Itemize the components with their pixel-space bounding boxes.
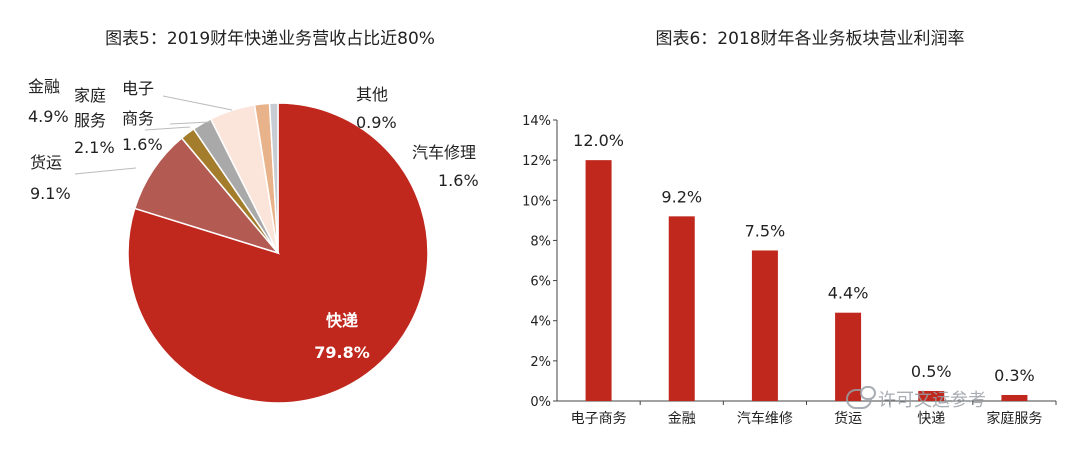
y-tick-label: 2% bbox=[530, 355, 551, 370]
y-tick-label: 10% bbox=[522, 194, 551, 209]
pie-slice-6 bbox=[268, 102, 279, 254]
x-category-label-3: 货运 bbox=[834, 410, 862, 427]
bar-value-label-4: 0.5% bbox=[911, 362, 952, 381]
bar-chart-title: 图表6：2018财年各业务板块营业利润率 bbox=[655, 29, 965, 49]
pie-chart: 快递 79.8% 货运 9.1% 金融 4.9% 家庭 电子 服务 2.1% 商… bbox=[28, 77, 479, 404]
slice-label-jinrong-pct: 4.9% bbox=[28, 107, 69, 126]
slice-label-shangwu-pct: 1.6% bbox=[122, 135, 163, 154]
bar-panel: 图表6：2018财年各业务板块营业利润率 0% 2% 4% 6% 8% 10% 12% 14%… bbox=[522, 0, 1080, 452]
slice-label-fuwu: 服务 bbox=[74, 111, 106, 130]
watermark-text: 许可文运参考 bbox=[878, 390, 986, 411]
wechat-icon bbox=[846, 386, 876, 409]
pie-panel: 图表5：2019财年快递业务营收占比近80% 快递 79.8% 货运 9.1% … bbox=[28, 29, 479, 404]
slice-label-huoyun-name: 货运 bbox=[30, 153, 62, 172]
pie-chart-title: 图表5：2019财年快递业务营收占比近80% bbox=[105, 29, 435, 49]
bar-1 bbox=[668, 216, 695, 401]
bar-value-label-1: 9.2% bbox=[661, 187, 702, 206]
slice-label-shangwu: 商务 bbox=[122, 109, 154, 128]
x-category-label-5: 家庭服务 bbox=[986, 410, 1042, 427]
x-category-label-4: 快递 bbox=[917, 411, 945, 427]
leader-jiating bbox=[162, 95, 233, 111]
slice-label-jiating: 家庭 bbox=[74, 86, 106, 105]
bar-0 bbox=[585, 160, 612, 401]
x-category-label-0: 电子商务 bbox=[571, 411, 627, 427]
bar-chart: 0% 2% 4% 6% 8% 10% 12% 14% 12.0% 电子商务 9.2% 金融 7.5% 汽车… bbox=[522, 114, 1057, 427]
y-tick-label: 8% bbox=[530, 234, 551, 249]
y-tick-label: 12% bbox=[522, 154, 551, 169]
slice-label-jinrong-name: 金融 bbox=[28, 77, 60, 96]
y-tick-label: 14% bbox=[522, 114, 551, 129]
slice-label-fuwu-pct: 2.1% bbox=[74, 138, 115, 157]
bar-value-label-3: 4.4% bbox=[828, 284, 869, 303]
leader-fuwu bbox=[144, 126, 191, 131]
bar-value-label-2: 7.5% bbox=[745, 221, 786, 240]
slice-label-kuaidi-pct: 79.8% bbox=[314, 343, 370, 362]
bar-value-label-0: 12.0% bbox=[573, 131, 624, 150]
bar-value-label-5: 0.3% bbox=[994, 366, 1035, 385]
slice-label-qiche-pct: 1.6% bbox=[438, 171, 479, 190]
y-tick-label: 6% bbox=[530, 275, 551, 290]
slice-label-huoyun-pct: 9.1% bbox=[30, 184, 71, 203]
slice-label-dianzi: 电子 bbox=[122, 79, 154, 98]
leader-shangwu bbox=[169, 121, 211, 125]
y-tick-label: 4% bbox=[530, 315, 551, 330]
x-category-label-2: 汽车维修 bbox=[737, 410, 793, 427]
bar-3 bbox=[835, 312, 862, 401]
slice-label-qiche-name: 汽车修理 bbox=[412, 143, 476, 162]
bar-5 bbox=[1001, 394, 1028, 401]
x-category-label-1: 金融 bbox=[668, 411, 696, 427]
bar-4 bbox=[918, 390, 945, 401]
pie-slice-1 bbox=[133, 136, 281, 255]
slice-label-qita-pct: 0.9% bbox=[356, 113, 397, 132]
y-tick-label: 0% bbox=[530, 395, 551, 410]
slice-label-kuaidi-name: 快递 bbox=[326, 311, 358, 330]
slice-label-qita-name: 其他 bbox=[356, 85, 388, 104]
leader-huoyun bbox=[74, 167, 137, 175]
watermark: 许可文运参考 bbox=[846, 386, 986, 412]
bar-2 bbox=[751, 250, 778, 401]
